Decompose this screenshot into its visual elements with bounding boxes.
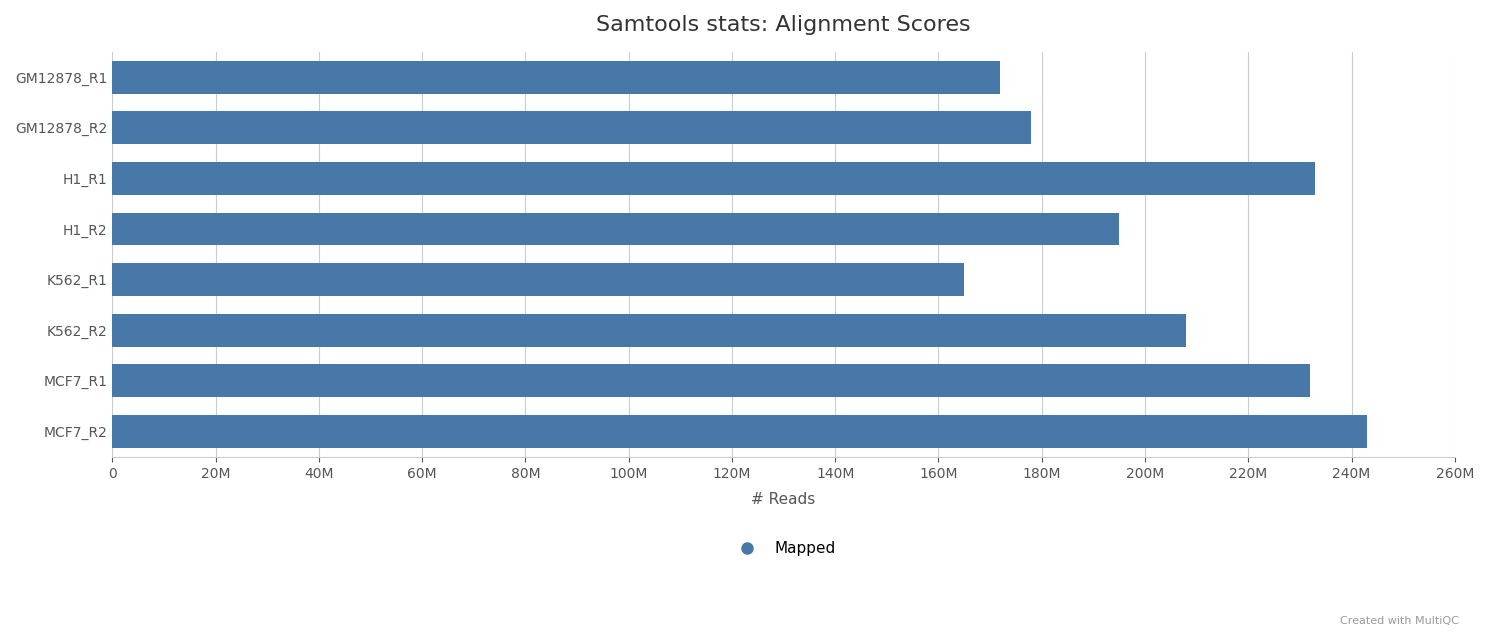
Bar [112,61,1001,94]
Bar [112,365,1310,398]
X-axis label: # Reads: # Reads [752,492,816,507]
Legend: Mapped: Mapped [725,535,841,562]
Bar [112,162,1315,195]
Bar [112,212,1120,245]
Bar [112,313,1187,347]
Bar [112,263,965,296]
Bar [112,415,1367,448]
Text: Created with MultiQC: Created with MultiQC [1340,616,1459,626]
Bar [112,111,1032,144]
Title: Samtools stats: Alignment Scores: Samtools stats: Alignment Scores [596,15,971,35]
